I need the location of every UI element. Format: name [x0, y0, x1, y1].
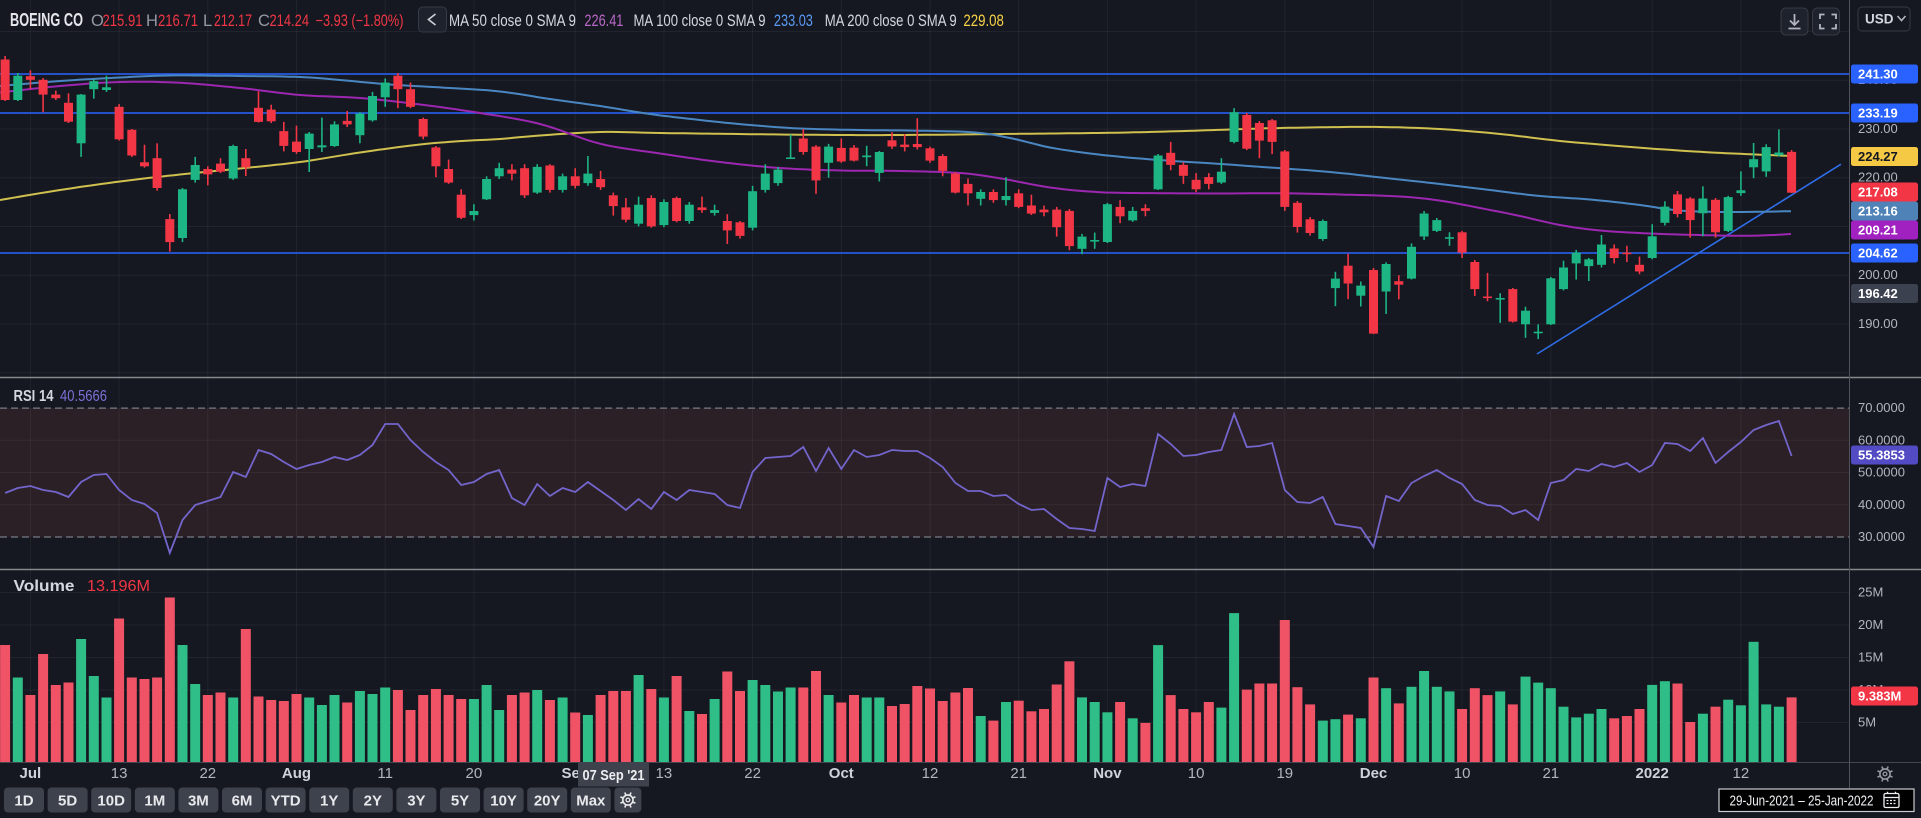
- svg-text:190.00: 190.00: [1858, 316, 1898, 331]
- svg-text:5D: 5D: [58, 793, 77, 810]
- svg-text:5M: 5M: [1858, 715, 1876, 730]
- svg-text:13: 13: [111, 765, 128, 782]
- svg-text:215.91: 215.91: [103, 12, 143, 30]
- svg-text:19: 19: [1276, 765, 1293, 782]
- svg-text:1D: 1D: [14, 793, 33, 810]
- svg-text:22: 22: [744, 765, 761, 782]
- svg-text:2Y: 2Y: [364, 793, 382, 810]
- svg-text:230.00: 230.00: [1858, 121, 1898, 136]
- svg-text:214.24: 214.24: [270, 12, 310, 30]
- svg-text:15M: 15M: [1858, 650, 1883, 665]
- svg-text:20M: 20M: [1858, 617, 1883, 632]
- svg-text:20: 20: [466, 765, 483, 782]
- svg-text:1M: 1M: [144, 793, 165, 810]
- svg-text:RSI 14: RSI 14: [14, 388, 54, 405]
- svg-text:20Y: 20Y: [534, 793, 561, 810]
- svg-text:25M: 25M: [1858, 585, 1883, 600]
- svg-text:21: 21: [1542, 765, 1559, 782]
- svg-text:10D: 10D: [97, 793, 125, 810]
- svg-text:9.383M: 9.383M: [1858, 689, 1901, 704]
- svg-text:Dec: Dec: [1360, 765, 1388, 782]
- svg-text:H: H: [146, 12, 158, 30]
- svg-text:11: 11: [377, 765, 393, 782]
- svg-text:2022: 2022: [1636, 765, 1669, 782]
- svg-text:C: C: [258, 12, 270, 30]
- svg-text:USD: USD: [1865, 12, 1894, 27]
- svg-text:3M: 3M: [188, 793, 209, 810]
- svg-text:Max: Max: [576, 793, 606, 810]
- svg-text:233.03: 233.03: [774, 12, 813, 30]
- svg-text:40.0000: 40.0000: [1858, 497, 1905, 512]
- svg-text:Volume: Volume: [14, 578, 75, 595]
- svg-text:29-Jun-2021 – 25-Jan-2022: 29-Jun-2021 – 25-Jan-2022: [1730, 794, 1874, 810]
- svg-text:Aug: Aug: [282, 765, 311, 782]
- svg-text:217.08: 217.08: [1858, 185, 1898, 200]
- svg-text:L: L: [203, 12, 212, 30]
- svg-text:BOEING CO: BOEING CO: [10, 10, 83, 30]
- svg-text:21: 21: [1010, 765, 1027, 782]
- svg-text:233.19: 233.19: [1858, 106, 1898, 121]
- svg-text:200.00: 200.00: [1858, 267, 1898, 282]
- svg-text:12: 12: [1733, 765, 1750, 782]
- svg-text:Oct: Oct: [829, 765, 854, 782]
- svg-text:22: 22: [199, 765, 216, 782]
- svg-text:220.00: 220.00: [1858, 170, 1898, 185]
- svg-text:229.08: 229.08: [963, 12, 1004, 30]
- svg-text:209.21: 209.21: [1858, 223, 1898, 238]
- svg-text:MA 50 close 0 SMA 9: MA 50 close 0 SMA 9: [449, 12, 576, 30]
- svg-text:196.42: 196.42: [1858, 286, 1898, 301]
- svg-text:30.0000: 30.0000: [1858, 529, 1905, 544]
- svg-text:55.3853: 55.3853: [1858, 448, 1905, 463]
- svg-text:Nov: Nov: [1093, 765, 1122, 782]
- svg-text:O: O: [91, 12, 104, 30]
- svg-text:70.0000: 70.0000: [1858, 400, 1905, 415]
- svg-text:3Y: 3Y: [407, 793, 425, 810]
- svg-text:5Y: 5Y: [451, 793, 469, 810]
- svg-text:12: 12: [922, 765, 939, 782]
- svg-text:224.27: 224.27: [1858, 149, 1898, 164]
- svg-text:MA 200 close 0 SMA 9: MA 200 close 0 SMA 9: [825, 12, 957, 30]
- svg-text:241.30: 241.30: [1858, 67, 1898, 82]
- svg-text:10: 10: [1188, 765, 1205, 782]
- svg-text:Jul: Jul: [20, 765, 42, 782]
- svg-text:6M: 6M: [232, 793, 253, 810]
- svg-text:10: 10: [1454, 765, 1471, 782]
- svg-text:60.0000: 60.0000: [1858, 432, 1905, 447]
- svg-text:13: 13: [656, 765, 673, 782]
- svg-text:MA 100 close 0 SMA 9: MA 100 close 0 SMA 9: [634, 12, 766, 30]
- svg-text:10Y: 10Y: [490, 793, 517, 810]
- svg-text:13.196M: 13.196M: [87, 578, 150, 595]
- svg-text:YTD: YTD: [271, 793, 301, 810]
- svg-text:−3.93 (−1.80%): −3.93 (−1.80%): [316, 12, 404, 30]
- svg-text:226.41: 226.41: [584, 12, 623, 30]
- svg-text:212.17: 212.17: [214, 12, 252, 30]
- svg-text:07 Sep '21: 07 Sep '21: [583, 767, 645, 784]
- svg-text:1Y: 1Y: [320, 793, 338, 810]
- svg-text:50.0000: 50.0000: [1858, 465, 1905, 480]
- svg-text:40.5666: 40.5666: [60, 388, 107, 405]
- svg-text:204.62: 204.62: [1858, 246, 1898, 261]
- svg-text:213.16: 213.16: [1858, 204, 1898, 219]
- svg-text:216.71: 216.71: [158, 12, 198, 30]
